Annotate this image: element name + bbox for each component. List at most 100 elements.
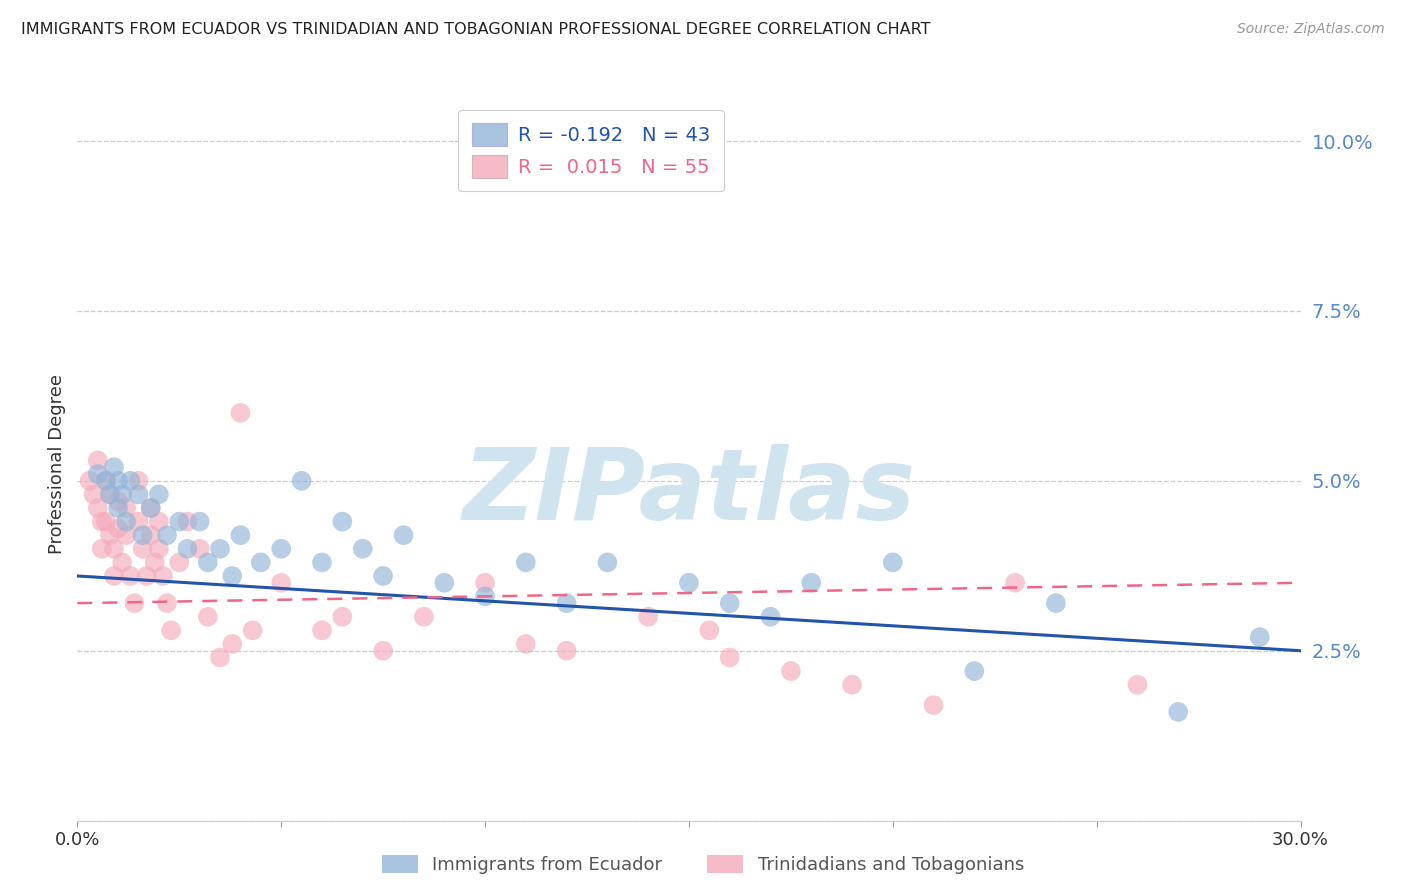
Point xyxy=(127,487,149,501)
Point xyxy=(1126,678,1149,692)
Point xyxy=(392,528,415,542)
Point xyxy=(311,624,333,638)
Point xyxy=(208,650,231,665)
Point xyxy=(555,596,578,610)
Point xyxy=(474,590,496,604)
Legend: R = -0.192   N = 43, R =  0.015   N = 55: R = -0.192 N = 43, R = 0.015 N = 55 xyxy=(458,110,724,192)
Text: Source: ZipAtlas.com: Source: ZipAtlas.com xyxy=(1237,22,1385,37)
Point xyxy=(176,515,198,529)
Point xyxy=(139,501,162,516)
Point xyxy=(111,487,134,501)
Point xyxy=(120,474,142,488)
Point xyxy=(131,541,153,556)
Point xyxy=(270,575,292,590)
Point xyxy=(242,624,264,638)
Point xyxy=(148,541,170,556)
Point xyxy=(127,474,149,488)
Point xyxy=(699,624,721,638)
Point xyxy=(718,596,741,610)
Point xyxy=(87,467,110,481)
Point xyxy=(94,474,117,488)
Point xyxy=(103,569,125,583)
Point xyxy=(107,494,129,508)
Point xyxy=(160,624,183,638)
Point xyxy=(98,487,121,501)
Point xyxy=(148,515,170,529)
Point xyxy=(352,541,374,556)
Point xyxy=(197,555,219,569)
Point xyxy=(596,555,619,569)
Point xyxy=(882,555,904,569)
Text: ZIPatlas: ZIPatlas xyxy=(463,444,915,541)
Point xyxy=(98,487,121,501)
Point xyxy=(1004,575,1026,590)
Point xyxy=(90,515,112,529)
Point xyxy=(169,555,191,569)
Point xyxy=(169,515,191,529)
Point xyxy=(87,501,110,516)
Point xyxy=(413,609,436,624)
Point xyxy=(332,515,354,529)
Point xyxy=(515,555,537,569)
Point xyxy=(1249,630,1271,644)
Point xyxy=(800,575,823,590)
Point xyxy=(107,521,129,535)
Point xyxy=(139,501,162,516)
Point xyxy=(156,596,179,610)
Y-axis label: Professional Degree: Professional Degree xyxy=(48,374,66,554)
Point xyxy=(139,528,162,542)
Point xyxy=(922,698,945,712)
Point xyxy=(83,487,105,501)
Legend: Immigrants from Ecuador, Trinidadians and Tobagonians: Immigrants from Ecuador, Trinidadians an… xyxy=(374,847,1032,881)
Point xyxy=(474,575,496,590)
Point xyxy=(94,474,117,488)
Point xyxy=(103,541,125,556)
Point xyxy=(98,528,121,542)
Point xyxy=(759,609,782,624)
Point xyxy=(148,487,170,501)
Point xyxy=(718,650,741,665)
Point xyxy=(115,528,138,542)
Point xyxy=(94,515,117,529)
Point xyxy=(1167,705,1189,719)
Point xyxy=(115,501,138,516)
Point xyxy=(229,528,252,542)
Point xyxy=(250,555,273,569)
Point xyxy=(107,474,129,488)
Point xyxy=(371,569,394,583)
Point xyxy=(107,501,129,516)
Point xyxy=(152,569,174,583)
Point xyxy=(290,474,312,488)
Point xyxy=(135,569,157,583)
Point xyxy=(103,460,125,475)
Point xyxy=(332,609,354,624)
Point xyxy=(311,555,333,569)
Point xyxy=(270,541,292,556)
Point xyxy=(176,541,198,556)
Point xyxy=(120,569,142,583)
Point xyxy=(127,515,149,529)
Point xyxy=(779,664,801,678)
Point xyxy=(371,644,394,658)
Text: IMMIGRANTS FROM ECUADOR VS TRINIDADIAN AND TOBAGONIAN PROFESSIONAL DEGREE CORREL: IMMIGRANTS FROM ECUADOR VS TRINIDADIAN A… xyxy=(21,22,931,37)
Point xyxy=(143,555,166,569)
Point xyxy=(111,555,134,569)
Point xyxy=(515,637,537,651)
Point xyxy=(221,637,243,651)
Point xyxy=(156,528,179,542)
Point xyxy=(124,596,146,610)
Point xyxy=(197,609,219,624)
Point xyxy=(221,569,243,583)
Point xyxy=(678,575,700,590)
Point xyxy=(115,515,138,529)
Point xyxy=(79,474,101,488)
Point xyxy=(1045,596,1067,610)
Point xyxy=(963,664,986,678)
Point xyxy=(555,644,578,658)
Point xyxy=(87,453,110,467)
Point xyxy=(229,406,252,420)
Point xyxy=(188,541,211,556)
Point xyxy=(208,541,231,556)
Point xyxy=(131,528,153,542)
Point xyxy=(188,515,211,529)
